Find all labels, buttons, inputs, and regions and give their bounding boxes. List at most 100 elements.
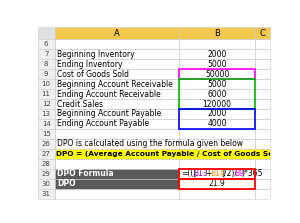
Text: Credit Sales: Credit Sales <box>57 99 103 109</box>
Bar <box>255 139 270 149</box>
Text: Ending Account Receivable: Ending Account Receivable <box>57 90 160 99</box>
Bar <box>55 119 179 129</box>
Bar <box>179 169 255 179</box>
Bar <box>179 99 255 109</box>
Bar <box>255 169 270 179</box>
Text: 5000: 5000 <box>207 80 227 89</box>
Text: DPO: DPO <box>57 179 75 188</box>
Bar <box>55 79 179 89</box>
Bar <box>55 149 270 159</box>
Bar <box>255 49 270 59</box>
Bar <box>255 59 270 69</box>
Text: 11: 11 <box>42 91 51 97</box>
Text: 30: 30 <box>42 181 51 187</box>
Bar <box>179 109 255 119</box>
Bar <box>38 39 55 49</box>
Bar <box>55 89 179 99</box>
Bar <box>179 169 255 179</box>
Bar <box>38 69 55 79</box>
Text: B: B <box>214 29 220 37</box>
Bar <box>179 179 255 189</box>
Bar <box>55 189 179 199</box>
Bar <box>38 159 55 169</box>
Text: 15: 15 <box>42 131 51 137</box>
Bar <box>255 129 270 139</box>
Bar <box>179 49 255 59</box>
Text: DPO Formula: DPO Formula <box>57 169 113 178</box>
Bar <box>255 159 270 169</box>
Bar <box>38 99 55 109</box>
Bar <box>255 79 270 89</box>
Bar <box>55 69 179 79</box>
Text: 2000: 2000 <box>207 50 227 59</box>
Bar <box>38 139 55 149</box>
Text: 13: 13 <box>42 111 51 117</box>
Text: DPO is calculated using the formula given below: DPO is calculated using the formula give… <box>57 139 243 148</box>
Text: 27: 27 <box>42 151 51 157</box>
Text: C: C <box>260 29 266 37</box>
Text: 50000: 50000 <box>205 70 229 79</box>
Text: 10: 10 <box>42 81 51 87</box>
Text: =(([: =(([ <box>182 169 197 178</box>
Text: B9: B9 <box>234 169 244 178</box>
Bar <box>55 159 179 169</box>
Text: 2000: 2000 <box>207 109 227 118</box>
Text: 9: 9 <box>44 71 49 77</box>
Bar <box>55 179 179 189</box>
Bar <box>38 189 55 199</box>
Bar <box>55 49 179 59</box>
Text: )*365: )*365 <box>242 169 263 178</box>
Text: 29: 29 <box>42 171 51 177</box>
Bar <box>255 179 270 189</box>
Text: 5000: 5000 <box>207 60 227 69</box>
Text: 4000: 4000 <box>207 120 227 128</box>
Bar <box>38 179 55 189</box>
Bar <box>255 189 270 199</box>
Bar <box>38 119 55 129</box>
Bar <box>55 59 179 69</box>
Bar <box>55 99 179 109</box>
Bar <box>38 109 55 119</box>
Bar <box>38 89 55 99</box>
Bar <box>38 59 55 69</box>
Bar <box>55 129 179 139</box>
Bar <box>179 159 255 169</box>
Bar <box>255 69 270 79</box>
Bar <box>179 189 255 199</box>
Bar <box>179 179 255 189</box>
Text: 120000: 120000 <box>202 99 232 109</box>
Bar <box>38 27 55 39</box>
Text: Ending Inventory: Ending Inventory <box>57 60 122 69</box>
Bar <box>38 49 55 59</box>
Text: 31: 31 <box>42 191 51 197</box>
Bar <box>255 27 270 39</box>
Text: B14: B14 <box>210 169 225 178</box>
Text: 6000: 6000 <box>207 90 227 99</box>
Text: Beginning Inventory: Beginning Inventory <box>57 50 134 59</box>
Text: B13: B13 <box>194 169 208 178</box>
Bar <box>179 129 255 139</box>
Bar <box>179 69 255 79</box>
Bar <box>255 39 270 49</box>
Bar <box>179 89 255 99</box>
Bar <box>38 149 55 159</box>
Bar <box>179 109 255 129</box>
Bar <box>179 59 255 69</box>
Text: Beginning Account Payable: Beginning Account Payable <box>57 109 161 118</box>
Bar <box>38 79 55 89</box>
Text: 14: 14 <box>42 121 51 127</box>
Bar <box>38 169 55 179</box>
Bar <box>55 109 179 119</box>
Bar <box>55 169 179 179</box>
Text: 12: 12 <box>42 101 51 107</box>
Text: A: A <box>114 29 120 37</box>
Text: 28: 28 <box>42 161 51 167</box>
Text: 8: 8 <box>44 61 49 67</box>
Text: Cost of Goods Sold: Cost of Goods Sold <box>57 70 129 79</box>
Bar <box>255 109 270 119</box>
Text: 26: 26 <box>42 141 51 147</box>
Text: 7: 7 <box>44 51 49 57</box>
Bar <box>179 39 255 49</box>
Bar <box>55 39 179 49</box>
Bar <box>179 139 255 149</box>
